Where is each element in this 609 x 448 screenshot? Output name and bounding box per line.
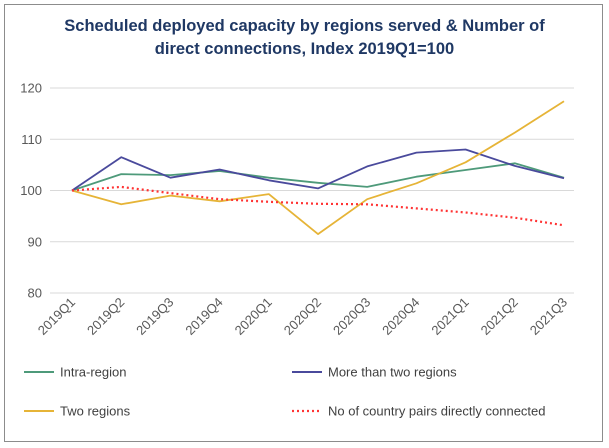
x-tick-label: 2021Q3 [527,295,570,338]
legend-label: No of country pairs directly connected [328,404,546,419]
chart-title-line-2: direct connections, Index 2019Q1=100 [154,40,455,58]
chart-title-line-1: Scheduled deployed capacity by regions s… [64,17,545,35]
chart-frame: Scheduled deployed capacity by regions s… [4,4,603,442]
series-line [71,185,565,227]
x-tick-label: 2019Q3 [133,295,176,338]
chart-title: Scheduled deployed capacity by regions s… [5,15,604,61]
x-tick-label: 2019Q1 [35,295,78,338]
x-tick-label: 2019Q2 [84,295,127,338]
x-tick-label: 2020Q2 [281,295,324,338]
series-line [71,100,565,236]
y-tick-label: 120 [20,81,42,96]
x-tick-label: 2021Q1 [428,295,471,338]
legend-label: Intra-region [60,365,126,380]
series-line [71,148,565,192]
legend: Intra-region More than two regions Two reg… [24,365,546,419]
y-tick-label: 110 [21,132,42,147]
x-tick-labels: 2019Q1 2019Q2 2019Q3 2019Q4 2020Q1 2020Q2 2020… [35,295,570,338]
x-tick-label: 2021Q2 [478,295,521,338]
series-lines [71,100,565,236]
gridlines [50,87,574,294]
legend-label: More than two regions [328,365,457,380]
y-tick-labels: 80 90 100 110 120 [20,81,42,301]
y-tick-label: 80 [28,286,42,301]
x-tick-label: 2020Q1 [232,295,275,338]
legend-label: Two regions [60,404,131,419]
series-line [71,162,565,192]
x-tick-label: 2019Q4 [182,295,225,338]
x-tick-label: 2020Q4 [379,295,422,338]
y-tick-label: 100 [20,183,42,198]
y-tick-label: 90 [28,234,42,249]
x-tick-label: 2020Q3 [330,295,373,338]
